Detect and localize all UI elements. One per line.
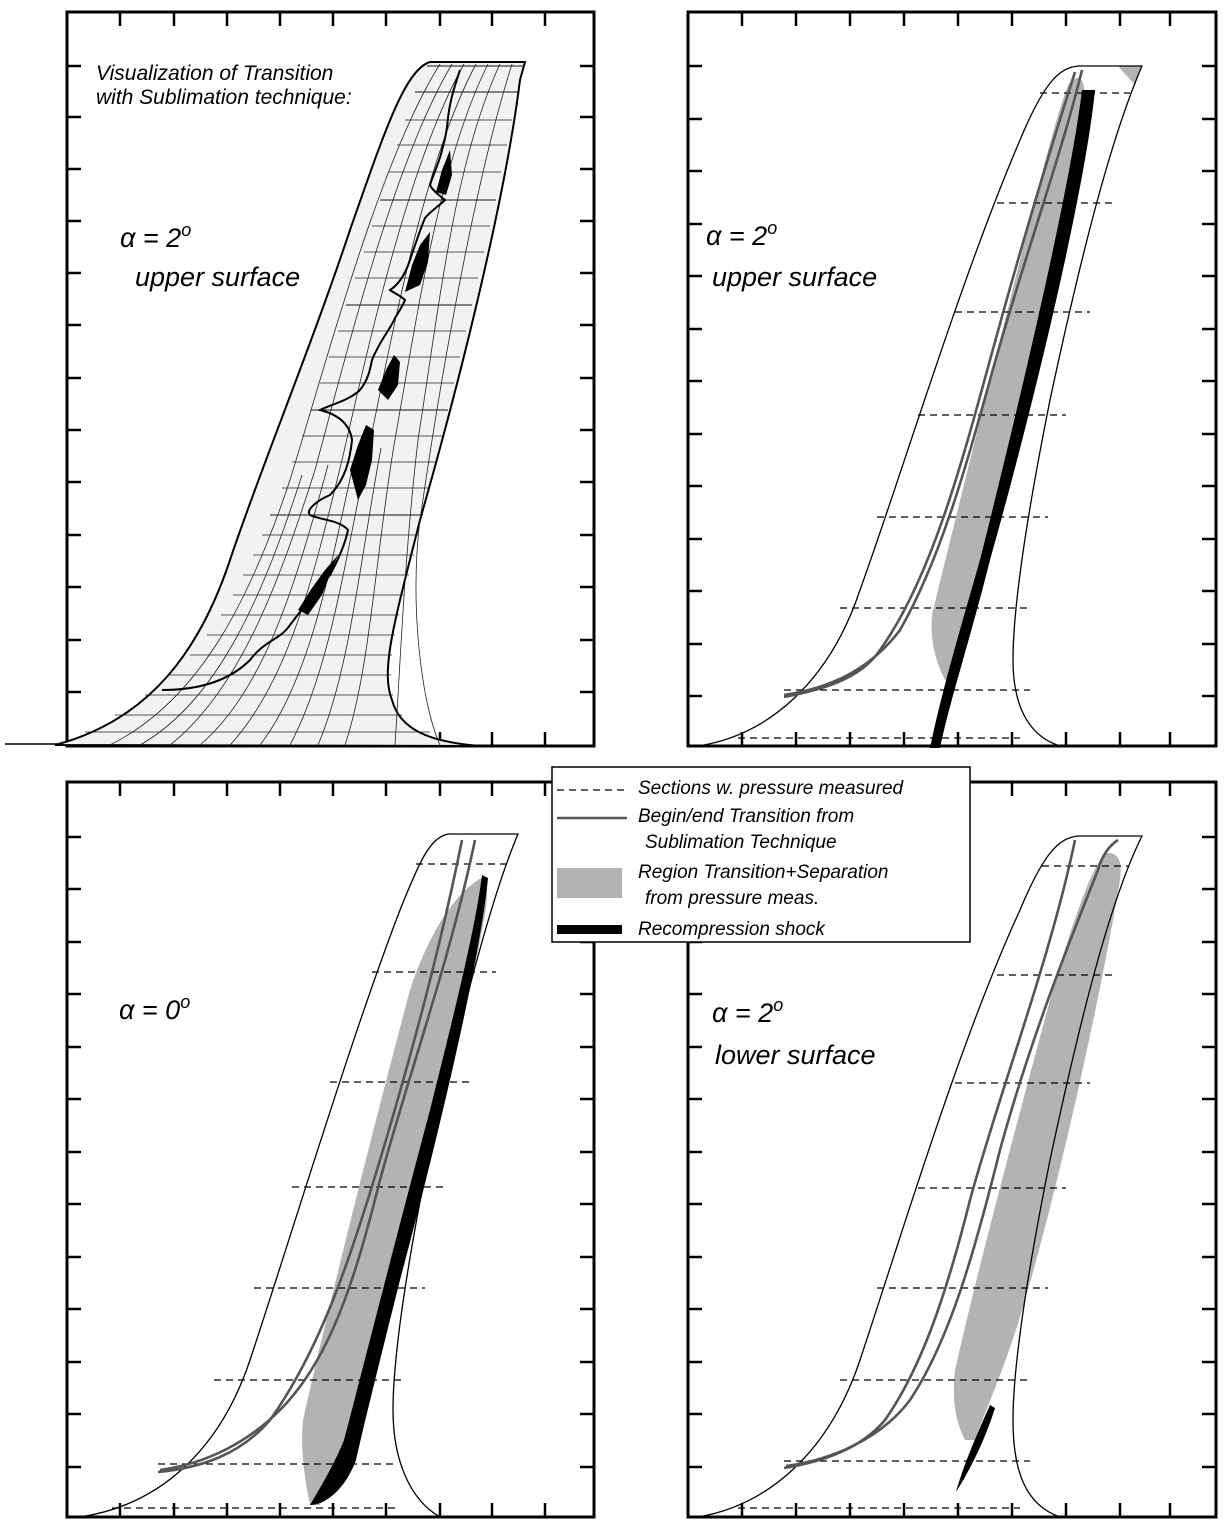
- wing-planform: [697, 65, 1143, 747]
- wing-planform: [79, 833, 519, 1518]
- transition-end-line: [785, 838, 1119, 1468]
- panel-frame: [65, 780, 596, 1519]
- alpha-value: 2: [165, 223, 181, 253]
- legend-region-label-1: Region Transition+Separation: [638, 862, 889, 883]
- svg-text:α = 2o: α = 2o: [120, 220, 191, 253]
- alpha-prefix: α =: [119, 995, 165, 1025]
- legend-transition-label-1: Begin/end Transition from: [638, 806, 854, 827]
- transition-end-line: [159, 839, 477, 1472]
- legend-shock-label: Recompression shock: [638, 919, 826, 940]
- legend-box: [551, 766, 971, 943]
- svg-text:α = 2o: α = 2o: [712, 995, 783, 1028]
- surface-label: upper surface: [135, 262, 300, 292]
- transition-begin-line: [157, 839, 464, 1474]
- svg-text:α = 2o: α = 2o: [706, 218, 777, 251]
- sublimation-wing-mesh: [54, 61, 527, 747]
- alpha-prefix: α =: [120, 223, 166, 253]
- alpha-value: 2: [757, 998, 773, 1028]
- axis-ticks: [67, 782, 594, 1517]
- recompression-shock: [956, 1405, 995, 1492]
- alpha-prefix: α =: [712, 998, 758, 1028]
- alpha-value: 2: [751, 221, 767, 251]
- alpha-prefix: α =: [706, 221, 752, 251]
- transition-end-line: [783, 69, 1084, 697]
- panel-bottom-right: α = 2o lower surface: [686, 780, 1218, 1519]
- alpha-label: α = 0o: [119, 992, 190, 1025]
- alpha-unit: o: [181, 220, 191, 240]
- legend-transition-label-2: Sublimation Technique: [645, 832, 837, 853]
- transition-separation-region: [931, 77, 1085, 681]
- legend-shock-swatch: [557, 925, 622, 934]
- alpha-label: α = 2o: [706, 218, 777, 251]
- alpha-unit: o: [180, 992, 190, 1012]
- pressure-sections: [738, 92, 1130, 739]
- alpha-unit: o: [773, 995, 783, 1015]
- recompression-shock: [930, 90, 1095, 748]
- legend-region-label-2: from pressure meas.: [645, 888, 819, 909]
- svg-text:α = 0o: α = 0o: [119, 992, 190, 1025]
- alpha-value: 0: [165, 995, 180, 1025]
- alpha-label: α = 2o: [712, 995, 783, 1028]
- surface-label: lower surface: [715, 1040, 876, 1070]
- alpha-label: α = 2o: [120, 220, 191, 253]
- legend-sections-label: Sections w. pressure measured: [638, 778, 905, 799]
- panel-frame: [686, 10, 1218, 748]
- alpha-unit: o: [767, 218, 777, 238]
- panel-bottom-left: α = 0o: [65, 780, 596, 1519]
- panel-top-left: Visualization of Transition with Sublima…: [5, 10, 596, 748]
- transition-separation-region: [302, 878, 488, 1505]
- surface-label: upper surface: [712, 262, 877, 292]
- legend-region-swatch: [557, 868, 622, 898]
- legend: Sections w. pressure measured Begin/end …: [551, 766, 971, 943]
- axis-ticks: [688, 12, 1216, 746]
- transition-separation-region: [953, 852, 1121, 1440]
- panel-top-right: α = 2o upper surface: [686, 10, 1218, 748]
- caption-line-1: Visualization of Transition: [96, 62, 333, 85]
- caption-line-2: with Sublimation technique:: [96, 86, 352, 109]
- transition-begin-line: [783, 71, 1077, 699]
